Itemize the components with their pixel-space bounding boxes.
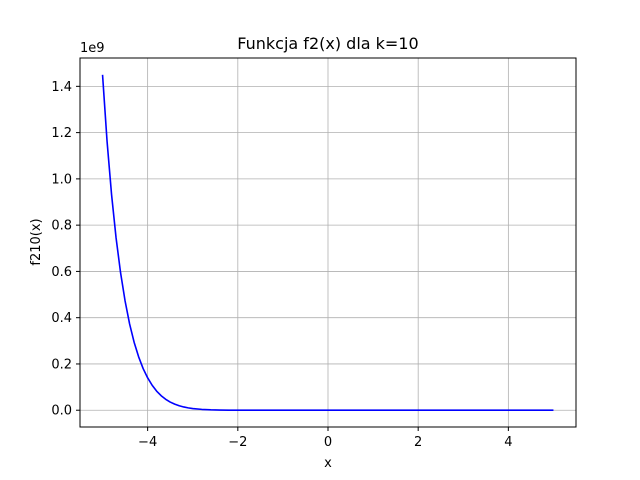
x-tick-label: 4 <box>504 435 512 450</box>
y-axis-offset-text: 1e9 <box>80 41 105 56</box>
x-tick-label: 0 <box>324 435 332 450</box>
y-tick-label: 1.4 <box>51 80 72 95</box>
y-axis-ticks: 0.0 0.2 0.4 0.6 0.8 1.0 1.2 1.4 <box>51 80 80 419</box>
series-line <box>101 74 554 412</box>
y-tick-label: 0.8 <box>51 219 72 234</box>
y-axis-label: f210(x) <box>29 218 44 265</box>
series-layer <box>101 74 554 412</box>
x-tick-label: −2 <box>228 435 247 450</box>
chart-title: Funkcja f2(x) dla k=10 <box>237 34 418 53</box>
x-tick-label: −4 <box>138 435 157 450</box>
x-axis-label: x <box>324 456 332 471</box>
grid <box>80 58 576 427</box>
x-tick-label: 2 <box>414 435 422 450</box>
y-tick-label: 0.4 <box>51 311 72 326</box>
y-tick-label: 1.2 <box>51 126 72 141</box>
x-axis-ticks: −4 −2 0 2 4 <box>138 427 513 450</box>
y-tick-label: 1.0 <box>51 172 72 187</box>
y-tick-label: 0.0 <box>51 404 72 419</box>
y-tick-label: 0.6 <box>51 265 72 280</box>
y-tick-label: 0.2 <box>51 357 72 372</box>
